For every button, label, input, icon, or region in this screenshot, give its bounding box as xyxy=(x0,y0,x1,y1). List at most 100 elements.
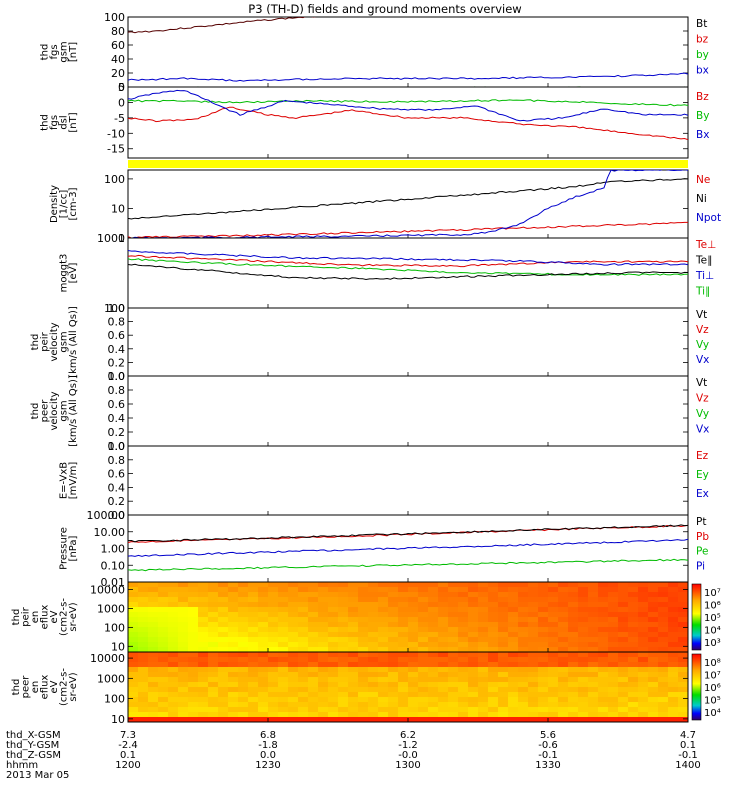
y-axis-label: peir xyxy=(40,331,51,351)
series-line-Pe xyxy=(128,558,688,572)
y-axis-label: sr-eV) xyxy=(68,602,79,631)
panel-temperature: 1000 100 moggt3[eV] Te⊥ Te∥ Ti⊥ Ti∥ xyxy=(59,232,717,315)
colorbar-tick-label: 10⁵ xyxy=(704,696,721,707)
y-tick-label: 10.00 xyxy=(94,526,126,539)
y-axis-label: eV xyxy=(49,680,60,693)
y-axis-label: Density xyxy=(49,185,60,223)
y-tick-label: 0.10 xyxy=(101,559,126,572)
panel-frame xyxy=(127,237,689,309)
panel-frame xyxy=(127,86,689,159)
y-axis-label: gsm xyxy=(59,41,70,62)
y-tick-label: 100 xyxy=(104,621,125,634)
series-line-Pt xyxy=(128,524,688,543)
panel-frame xyxy=(127,375,689,447)
legend-label: Vz xyxy=(696,324,709,336)
y-tick-label: 0.8 xyxy=(108,384,126,397)
y-tick-label: 0.6 xyxy=(108,329,126,342)
y-axis-label: [cm-3] xyxy=(68,187,79,220)
y-tick-label: 0 xyxy=(118,81,125,94)
y-axis-label: eflux xyxy=(40,605,51,630)
y-tick-label: 1000 xyxy=(97,672,125,685)
y-tick-label: 10000 xyxy=(90,652,125,665)
colorbar-tick-label: 10⁶ xyxy=(704,683,721,694)
panel-frame xyxy=(127,169,689,239)
y-tick-label: 0.6 xyxy=(108,398,126,411)
y-tick-label: 80 xyxy=(111,25,125,38)
y-tick-label: 0.8 xyxy=(108,454,126,467)
x-tick-label: 6.8 xyxy=(260,730,276,741)
y-tick-label: 0 xyxy=(118,96,125,109)
y-tick-label: 0.0 xyxy=(108,370,126,383)
y-tick-label: 20 xyxy=(111,67,125,80)
legend-label: Vy xyxy=(696,339,709,351)
panel-peir-velocity: 1.00.80.60.40.20.0thdpeirvelocitygsm[km/… xyxy=(30,302,709,383)
legend-label: Ez xyxy=(696,450,709,462)
y-axis-label: [km/s (All Qs)] xyxy=(68,306,79,378)
y-tick-label: 1.0 xyxy=(108,302,126,315)
x-tick-label: 4.7 xyxy=(680,730,696,741)
y-axis-label: [km/s (All Qs)] xyxy=(68,375,79,447)
colorbar xyxy=(691,583,702,651)
panel-frame xyxy=(127,307,689,377)
legend-label: Ti∥ xyxy=(695,286,710,298)
y-axis-label: velocity xyxy=(49,391,60,430)
panel-density: 100 10 1 Density[1/cc][cm-3] Ne Ni Npot xyxy=(49,169,721,245)
series-line-Bt xyxy=(128,17,317,34)
y-axis-label: dsl xyxy=(59,115,70,129)
panel-pressure: 100.00 10.00 1.00 0.10 0.01 Pressure[nPa] Pt Pb… xyxy=(59,509,710,589)
series-line-Ti⊥ xyxy=(128,250,688,266)
y-tick-label: 0.2 xyxy=(108,495,126,508)
legend-label: Vz xyxy=(696,393,709,405)
y-tick-label: 1 xyxy=(118,232,125,245)
x-tick-label: -0.0 xyxy=(398,750,418,761)
series-line-Ne xyxy=(128,221,688,238)
y-tick-label: 1000 xyxy=(97,602,125,615)
legend-label: Ti⊥ xyxy=(695,270,714,282)
x-axis-labels: thd_X-GSM 7.3 6.8 6.2 5.6 4.7 thd_Y-GSM -2.4 -1.… xyxy=(6,730,701,781)
y-axis-label: thd xyxy=(30,403,41,420)
x-tick-label: -1.8 xyxy=(258,740,278,751)
legend-label: bx xyxy=(696,65,709,77)
x-tick-label: -0.6 xyxy=(538,740,558,751)
legend-label: Te⊥ xyxy=(695,239,716,251)
colorbar-tick-label: 10⁵ xyxy=(704,613,721,624)
legend-label: Bz xyxy=(696,91,709,103)
series-line-Pi xyxy=(128,538,688,557)
y-tick-label: 100 xyxy=(104,302,125,315)
series-line-Te⊥ xyxy=(128,254,688,268)
series-line-Te∥ xyxy=(128,263,688,281)
legend-label: Ni xyxy=(696,193,707,205)
y-axis-label: fgs xyxy=(49,115,60,130)
y-axis-label: (cm2-s- xyxy=(59,668,70,706)
colorbar-tick-label: 10⁴ xyxy=(704,708,721,719)
y-tick-label: 10 xyxy=(111,713,125,726)
legend-label: Bx xyxy=(696,129,709,141)
panel-peer-velocity: 1.00.80.60.40.20.0thdpeervelocitygsm[km/… xyxy=(30,370,709,453)
panel-frame xyxy=(127,445,689,516)
y-axis-label: peer xyxy=(40,399,51,423)
y-axis-label: E=-VxB xyxy=(59,462,70,499)
y-axis-label: thd xyxy=(40,44,51,61)
legend-label: Pt xyxy=(696,516,706,528)
series-line-Ni xyxy=(128,178,688,220)
y-axis-label: thd xyxy=(11,679,22,696)
y-tick-label: 0.6 xyxy=(108,468,126,481)
y-tick-label: 0.0 xyxy=(108,509,126,522)
y-axis-label: thd xyxy=(11,609,22,626)
y-axis-label: sr-eV) xyxy=(68,672,79,701)
y-axis-label: [nPa] xyxy=(68,535,79,561)
y-axis-label: [mV/m] xyxy=(68,462,79,500)
x-tick-label: -0.1 xyxy=(538,750,558,761)
panels: 100806040200thdfgsgsm[nT]Btbzbybx50-5-10… xyxy=(11,11,721,726)
x-tick-label: 6.2 xyxy=(400,730,416,741)
y-axis-label: (cm2-s- xyxy=(59,598,70,636)
legend-label: Vx xyxy=(696,424,709,436)
y-tick-label: 10 xyxy=(111,202,125,215)
x-axis-row-label: hhmm xyxy=(6,760,38,771)
x-tick-label: 7.3 xyxy=(120,730,136,741)
x-tick-label: 0.1 xyxy=(120,750,136,761)
y-axis-label: eV xyxy=(49,610,60,623)
